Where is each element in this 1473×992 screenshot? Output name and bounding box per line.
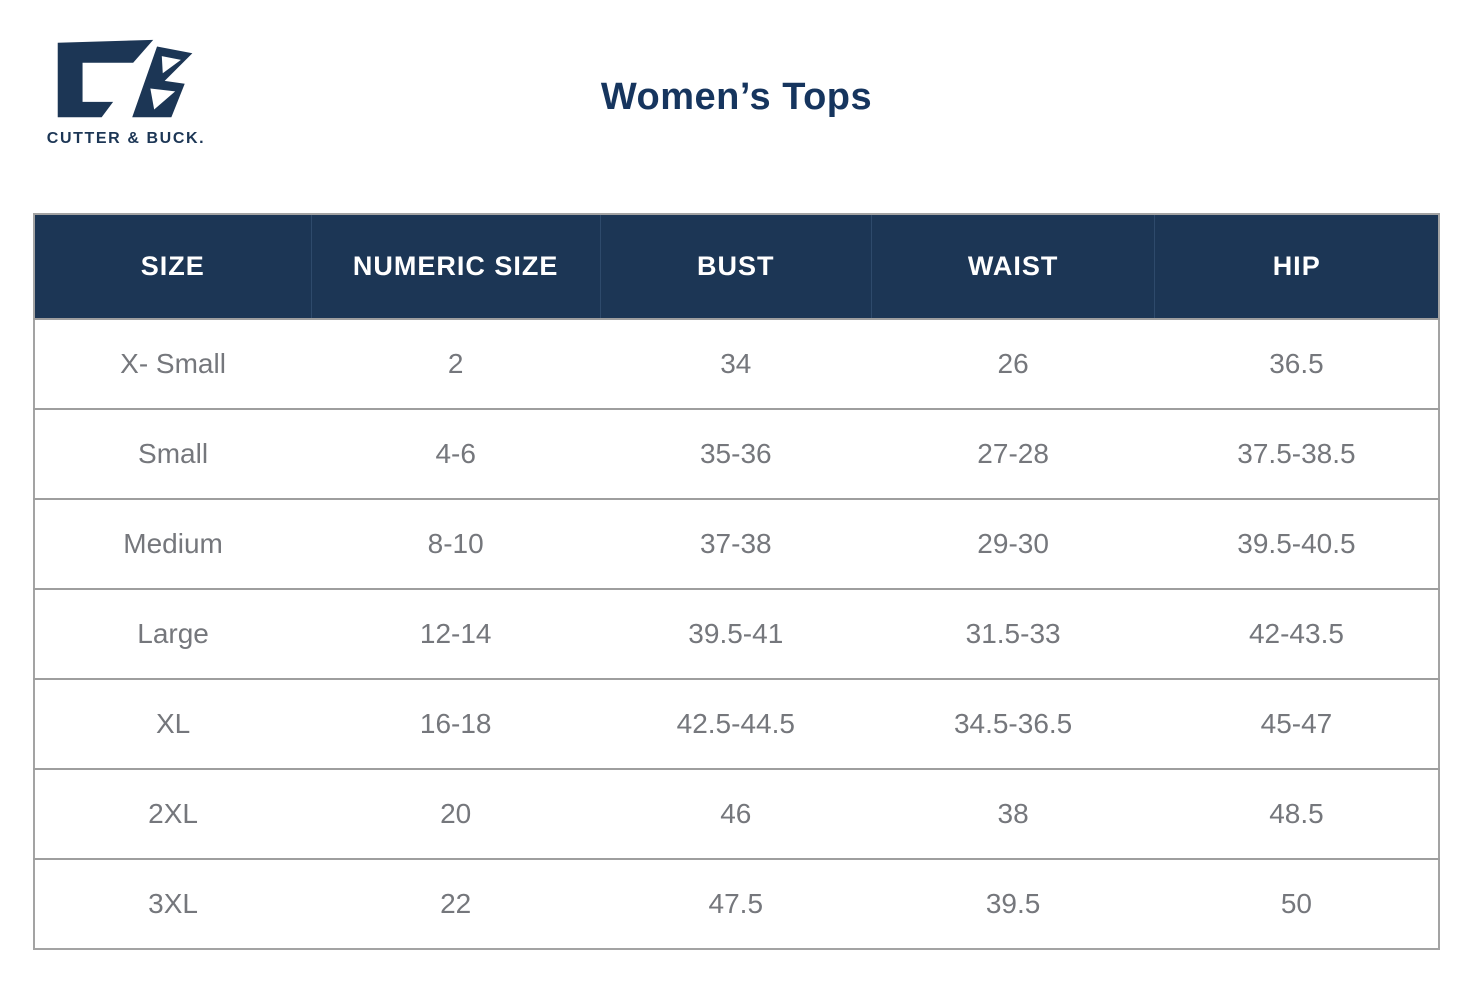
table-cell: 16-18 (311, 678, 601, 769)
size-table-body: X- Small 2 34 26 36.5 Small 4-6 35-36 27-28 37.5-… (34, 318, 1439, 949)
column-header-hip: HIP (1154, 214, 1439, 319)
table-cell: 26 (871, 318, 1155, 409)
table-cell: 20 (311, 768, 601, 859)
table-row: Medium 8-10 37-38 29-30 39.5-40.5 (34, 498, 1439, 589)
table-cell: 47.5 (600, 858, 872, 949)
table-cell: 38 (871, 768, 1155, 859)
table-cell: 42.5-44.5 (600, 678, 872, 769)
table-row: X- Small 2 34 26 36.5 (34, 318, 1439, 409)
table-cell: 34 (600, 318, 872, 409)
page-title: Women’s Tops (600, 76, 873, 118)
table-cell: 22 (311, 858, 601, 949)
cutter-buck-cb-icon (57, 39, 193, 118)
table-cell: 39.5-41 (600, 588, 872, 679)
table-cell: 12-14 (311, 588, 601, 679)
table-cell: 50 (1154, 858, 1439, 949)
table-row: Large 12-14 39.5-41 31.5-33 42-43.5 (34, 588, 1439, 679)
column-header-size: SIZE (34, 214, 312, 319)
table-cell: 2XL (34, 768, 312, 859)
size-table-head: SIZE NUMERIC SIZE BUST WAIST HIP (34, 214, 1439, 319)
table-row: XL 16-18 42.5-44.5 34.5-36.5 45-47 (34, 678, 1439, 769)
table-cell: 37.5-38.5 (1154, 408, 1439, 499)
brand-logo: CUTTER & BUCK. (46, 34, 206, 148)
table-cell: 48.5 (1154, 768, 1439, 859)
table-row: 2XL 20 46 38 48.5 (34, 768, 1439, 859)
table-cell: 29-30 (871, 498, 1155, 589)
size-table: SIZE NUMERIC SIZE BUST WAIST HIP X- Small 2 34… (33, 213, 1440, 950)
table-cell: 37-38 (600, 498, 872, 589)
column-header-numeric-size: NUMERIC SIZE (310, 214, 601, 319)
table-cell: 4-6 (311, 408, 601, 499)
table-cell: 35-36 (600, 408, 872, 499)
table-cell: 31.5-33 (871, 588, 1155, 679)
table-row: Small 4-6 35-36 27-28 37.5-38.5 (34, 408, 1439, 499)
table-cell: 3XL (34, 858, 312, 949)
table-cell: 36.5 (1154, 318, 1439, 409)
brand-name: CUTTER & BUCK. (46, 130, 206, 147)
table-cell: Medium (34, 498, 312, 589)
table-header-row: SIZE NUMERIC SIZE BUST WAIST HIP (34, 214, 1439, 319)
column-header-waist: WAIST (870, 214, 1155, 319)
table-row: 3XL 22 47.5 39.5 50 (34, 858, 1439, 949)
table-cell: X- Small (34, 318, 312, 409)
table-cell: Large (34, 588, 312, 679)
column-header-bust: BUST (599, 214, 872, 319)
table-cell: 42-43.5 (1154, 588, 1439, 679)
table-cell: 45-47 (1154, 678, 1439, 769)
table-cell: 39.5-40.5 (1154, 498, 1439, 589)
table-cell: Small (34, 408, 312, 499)
table-cell: 46 (600, 768, 872, 859)
table-cell: 39.5 (871, 858, 1155, 949)
table-cell: 27-28 (871, 408, 1155, 499)
table-cell: XL (34, 678, 312, 769)
table-cell: 34.5-36.5 (871, 678, 1155, 769)
table-cell: 8-10 (311, 498, 601, 589)
table-cell: 2 (311, 318, 601, 409)
